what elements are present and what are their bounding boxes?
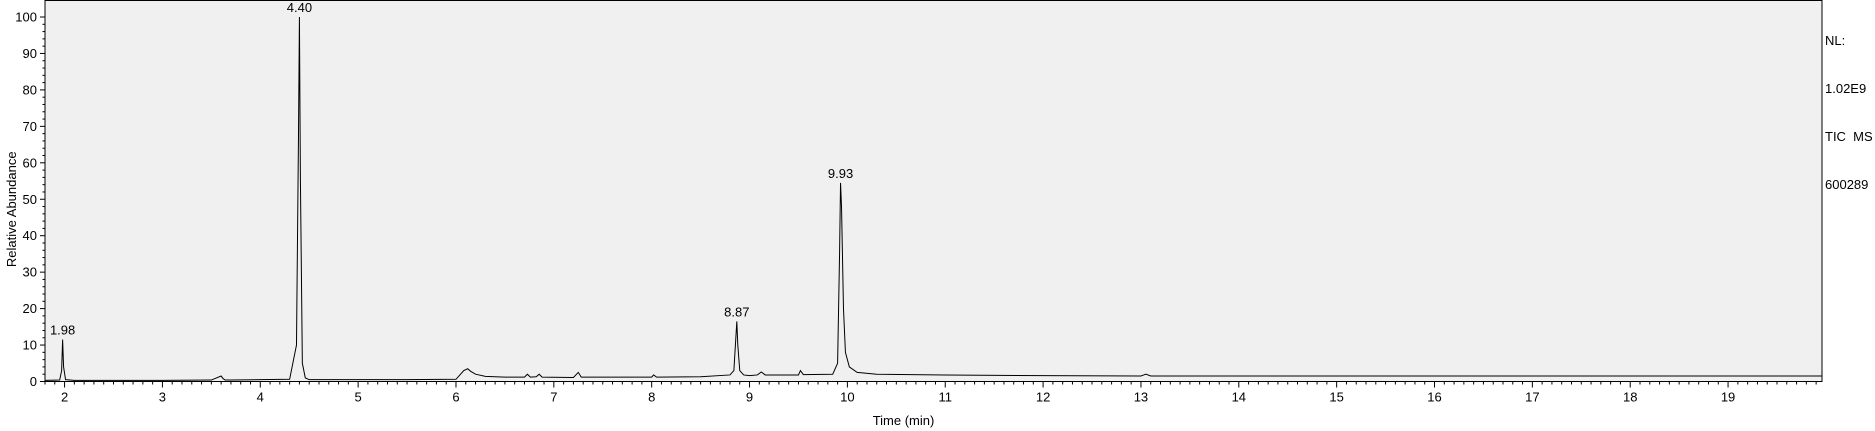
y-tick-label: 70 — [23, 119, 37, 134]
x-tick-label: 12 — [1036, 390, 1050, 405]
x-axis: 2 3 4 5 6 7 8 9 10 11 12 13 14 15 16 17 18 19 — [44, 381, 1817, 405]
peak-label: 4.40 — [287, 0, 312, 15]
info-line: 600289 — [1825, 177, 1869, 192]
y-tick-label: 20 — [23, 301, 37, 316]
x-axis-title: Time (min) — [873, 413, 935, 428]
y-tick-label: 0 — [30, 374, 37, 389]
x-tick-label: 10 — [840, 390, 854, 405]
y-axis: 0 10 20 30 40 50 60 70 80 90 100 — [15, 10, 45, 389]
x-tick-label: 8 — [648, 390, 655, 405]
y-tick-label: 90 — [23, 46, 37, 61]
y-axis-title: Relative Abundance — [4, 151, 19, 267]
x-tick-label: 14 — [1232, 390, 1246, 405]
x-tick-label: 3 — [159, 390, 166, 405]
tic-trace — [44, 16, 1822, 381]
x-tick-label: 4 — [257, 390, 264, 405]
peak-label: 8.87 — [724, 304, 749, 319]
x-tick-label: 5 — [355, 390, 362, 405]
y-tick-label: 80 — [23, 82, 37, 97]
x-tick-label: 16 — [1427, 390, 1441, 405]
info-line: NL: — [1825, 33, 1846, 48]
y-tick-label: 40 — [23, 228, 37, 243]
x-tick-label: 11 — [938, 390, 952, 405]
peak-labels: 1.98 4.40 8.87 9.93 — [50, 0, 853, 338]
x-tick-label: 18 — [1623, 390, 1637, 405]
y-tick-label: 60 — [23, 155, 37, 170]
y-tick-label: 50 — [23, 192, 37, 207]
y-tick-label: 100 — [15, 10, 37, 25]
x-tick-label: 19 — [1721, 390, 1735, 405]
peak-label: 1.98 — [50, 323, 75, 338]
trace-info: NL: 1.02E9 TIC MS 600289 — [1825, 1, 1873, 209]
info-line: TIC MS — [1825, 129, 1873, 144]
x-tick-label: 13 — [1134, 390, 1148, 405]
y-tick-label: 30 — [23, 265, 37, 280]
x-tick-label: 6 — [452, 390, 459, 405]
x-tick-label: 7 — [550, 390, 557, 405]
x-tick-label: 2 — [61, 390, 68, 405]
info-line: 1.02E9 — [1825, 81, 1867, 96]
x-tick-label: 9 — [746, 390, 753, 405]
x-tick-label: 17 — [1525, 390, 1539, 405]
plot-area — [44, 0, 1823, 382]
y-tick-label: 10 — [23, 338, 37, 353]
peak-label: 9.93 — [828, 166, 853, 181]
x-tick-label: 15 — [1329, 390, 1343, 405]
